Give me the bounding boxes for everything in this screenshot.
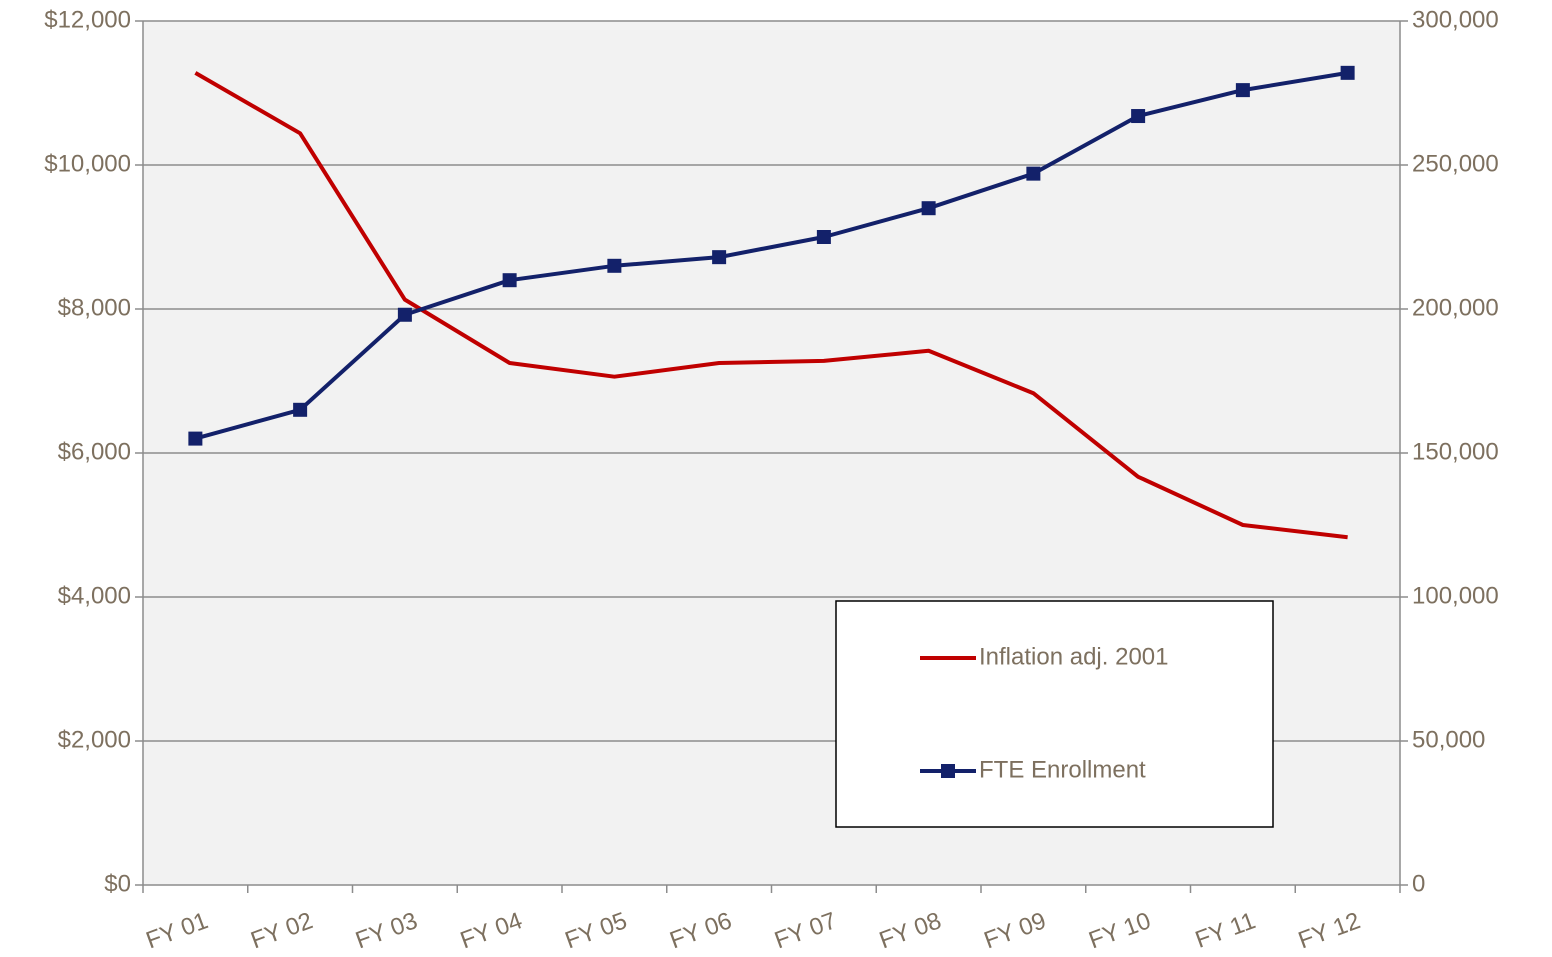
point-marker <box>1235 83 1250 98</box>
point-marker <box>712 250 727 265</box>
y-tick-label: $6,000 <box>58 438 131 465</box>
series-line <box>194 70 1348 441</box>
legend-label: FTE Enrollment <box>979 756 1146 783</box>
x-tick-label: FY 01 <box>143 907 212 954</box>
y-tick-label: $8,000 <box>58 294 131 321</box>
x-tick-label: FY 07 <box>771 907 840 954</box>
point-marker <box>188 431 203 446</box>
point-marker <box>1340 65 1355 80</box>
y2-tick-label: 150,000 <box>1412 438 1499 465</box>
x-tick-label: FY 06 <box>666 907 735 954</box>
y2-tick-label: 200,000 <box>1412 294 1499 321</box>
x-tick-label: FY 04 <box>457 907 526 954</box>
y-tick-label: $4,000 <box>58 582 131 609</box>
legend-label: Inflation adj. 2001 <box>979 643 1168 670</box>
y-tick-label: $2,000 <box>58 726 131 753</box>
x-tick-label: FY 03 <box>352 907 421 954</box>
legend-marker <box>941 764 955 778</box>
y2-tick-label: 100,000 <box>1412 582 1499 609</box>
y-tick-label: $10,000 <box>44 150 131 177</box>
x-tick-label: FY 11 <box>1192 907 1259 954</box>
y-tick-label: $12,000 <box>44 6 131 33</box>
y2-tick-label: 50,000 <box>1412 726 1485 753</box>
point-marker <box>293 402 308 417</box>
y2-tick-label: 300,000 <box>1412 6 1499 33</box>
point-marker <box>921 201 936 216</box>
point-marker <box>816 230 831 244</box>
x-tick-label: FY 08 <box>876 907 945 954</box>
x-tick-label: FY 05 <box>562 907 631 954</box>
series-line <box>194 71 1348 540</box>
x-tick-label: FY 09 <box>981 907 1050 954</box>
legend: Inflation adj. 2001 FTE Enrollment <box>835 600 1274 828</box>
y-tick-label: $0 <box>104 870 131 897</box>
x-tick-label: FY 10 <box>1085 907 1154 954</box>
x-tick-label: FY 02 <box>247 907 316 954</box>
legend-box <box>835 600 1274 828</box>
point-marker <box>1131 109 1146 124</box>
y2-tick-label: 0 <box>1412 870 1425 897</box>
point-marker <box>397 307 412 322</box>
x-tick-label: FY 12 <box>1295 907 1364 954</box>
point-marker <box>1026 166 1041 181</box>
point-marker <box>607 258 622 273</box>
y2-tick-label: 250,000 <box>1412 150 1499 177</box>
point-marker <box>502 273 517 288</box>
